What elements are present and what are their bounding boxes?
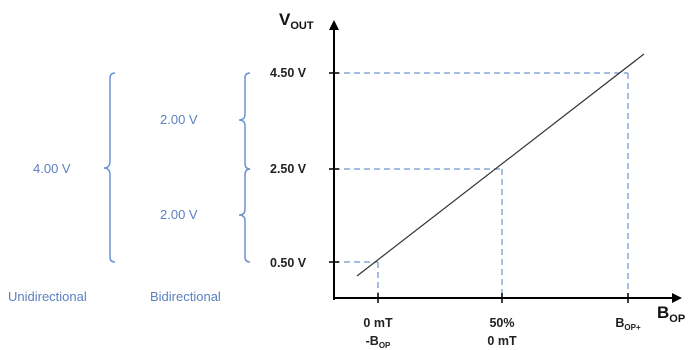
dashed-guides bbox=[334, 72, 629, 298]
x-tick-marks bbox=[377, 293, 629, 303]
x-tick-label-50pct: 50% bbox=[489, 316, 514, 330]
transfer-line bbox=[356, 53, 645, 277]
y-tick-marks bbox=[329, 72, 339, 263]
unidirectional-value: 4.00 V bbox=[33, 161, 71, 176]
x-tick-label-bop-plus: BOP+ bbox=[615, 316, 641, 332]
bidirectional-lower-brace bbox=[238, 168, 251, 263]
bop-plus-sub: OP+ bbox=[624, 323, 641, 332]
x-axis-label-main: B bbox=[657, 303, 669, 322]
neg-bop-sub: OP bbox=[379, 341, 391, 350]
x-tick-label-50pct-0mt: 0 mT bbox=[487, 334, 517, 348]
y-axis-label-main: V bbox=[279, 10, 291, 29]
unidirectional-caption: Unidirectional bbox=[8, 289, 87, 304]
bidirectional-upper-value: 2.00 V bbox=[160, 112, 198, 127]
bidirectional-upper-brace bbox=[238, 72, 251, 170]
y-tick-label-4-50: 4.50 V bbox=[270, 66, 307, 80]
bidirectional-lower-value: 2.00 V bbox=[160, 207, 198, 222]
unidirectional-brace bbox=[103, 72, 116, 263]
x-axis-label: BOP bbox=[657, 303, 685, 325]
x-tick-label-neg-bop: -BOP bbox=[366, 334, 391, 350]
bidirectional-caption: Bidirectional bbox=[150, 289, 221, 304]
y-tick-label-0-50: 0.50 V bbox=[270, 256, 307, 270]
x-tick-label-0mt: 0 mT bbox=[363, 316, 393, 330]
y-axis-label-sub: OUT bbox=[290, 20, 314, 32]
neg-bop-main: -B bbox=[366, 334, 379, 348]
x-axis-label-sub: OP bbox=[669, 313, 685, 325]
bop-plus-main: B bbox=[615, 316, 624, 330]
y-axis-label: VOUT bbox=[279, 10, 314, 32]
y-tick-label-2-50: 2.50 V bbox=[270, 162, 307, 176]
